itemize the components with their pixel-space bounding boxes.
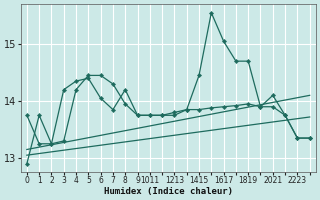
X-axis label: Humidex (Indice chaleur): Humidex (Indice chaleur): [104, 187, 233, 196]
